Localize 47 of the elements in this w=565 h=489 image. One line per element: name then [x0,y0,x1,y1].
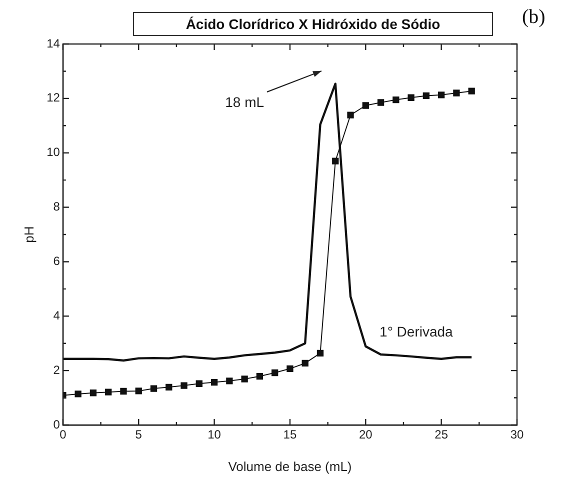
point [453,90,460,96]
point [347,112,354,118]
y-tick-label: 10 [46,145,60,160]
point [135,388,142,394]
point [180,382,188,389]
point [438,92,445,98]
x-axis-title: Volume de base (mL) [228,458,352,474]
point [256,372,264,380]
y-axis-title: pH [21,226,36,243]
point [196,380,202,387]
point [210,378,218,386]
chart-title: Ácido Clorídrico X Hidróxido de Sódio [133,12,493,36]
point [468,88,475,94]
x-tick-label: 15 [283,428,297,442]
y-tick-label: 2 [53,362,60,377]
y-tick-label: 14 [46,36,60,50]
point [241,376,248,382]
point [422,92,430,100]
point [316,350,324,356]
y-tick-label: 12 [46,90,60,105]
y-tick-label: 4 [53,308,60,322]
point [150,385,158,392]
x-tick-label: 10 [208,428,222,442]
y-tick-label: 0 [53,417,60,432]
point [302,360,308,367]
text: (b) [522,6,546,29]
x-tick-label: 30 [510,428,524,442]
point [272,369,278,376]
point [90,390,97,396]
x-tick-label: 5 [135,428,142,442]
point [286,365,294,372]
point [362,102,369,109]
annotation: 18 mL [225,94,264,110]
series-label: 1° Derivada [380,324,454,340]
y-tick-label: 6 [53,254,60,268]
x-tick-label: 25 [434,428,448,442]
point [74,390,82,398]
y-tick-label: 8 [53,200,60,214]
point [377,99,384,106]
point [392,96,400,104]
point [105,388,112,396]
point [408,94,414,101]
point [120,388,127,395]
x-tick-label: 20 [358,428,373,442]
point [332,158,339,164]
point [226,378,233,384]
point [166,384,172,390]
